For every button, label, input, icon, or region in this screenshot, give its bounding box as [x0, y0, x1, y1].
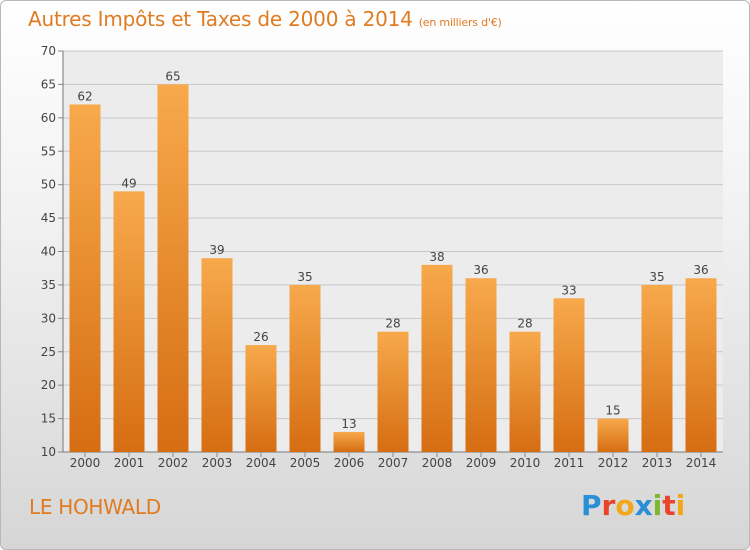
bar-value-label: 26 — [253, 330, 268, 344]
logo-letter: i — [675, 489, 686, 522]
bar — [157, 84, 189, 453]
bar-value-label: 36 — [473, 263, 488, 277]
proxiti-logo: Proxiti — [581, 489, 685, 522]
bar — [113, 191, 145, 452]
x-tick-label: 2006 — [334, 456, 365, 470]
bar-value-label: 65 — [165, 69, 180, 83]
bar — [69, 104, 101, 452]
y-tick-label: 50 — [41, 178, 56, 192]
bar-value-label: 49 — [121, 176, 136, 190]
bar — [641, 284, 673, 452]
place-name: LE HOHWALD — [29, 495, 161, 519]
y-tick-label: 10 — [41, 445, 56, 459]
x-tick-label: 2005 — [290, 456, 321, 470]
y-tick-label: 60 — [41, 111, 56, 125]
bar-value-label: 39 — [209, 243, 224, 257]
x-tick-label: 2009 — [466, 456, 497, 470]
y-tick-label: 30 — [41, 311, 56, 325]
bar-value-label: 38 — [429, 250, 444, 264]
bar-value-label: 35 — [649, 270, 664, 284]
bar-value-label: 13 — [341, 417, 356, 431]
chart-title: Autres Impôts et Taxes de 2000 à 2014 (en… — [28, 7, 502, 31]
bar — [465, 278, 497, 452]
x-tick-label: 2010 — [510, 456, 541, 470]
bar-value-label: 35 — [297, 270, 312, 284]
bar — [289, 284, 321, 452]
logo-letter: o — [615, 489, 635, 522]
x-tick-label: 2011 — [554, 456, 585, 470]
y-tick-label: 40 — [41, 245, 56, 259]
x-tick-label: 2001 — [114, 456, 145, 470]
bar-value-label: 15 — [605, 404, 620, 418]
y-tick-label: 35 — [41, 278, 56, 292]
bar — [245, 345, 277, 452]
chart-unit: (en milliers d'€) — [418, 16, 502, 29]
logo-letter: i — [652, 489, 663, 522]
x-tick-label: 2002 — [158, 456, 189, 470]
x-tick-label: 2000 — [70, 456, 101, 470]
y-tick-label: 70 — [41, 44, 56, 58]
bar — [421, 264, 453, 452]
bar — [685, 278, 717, 452]
logo-letter: P — [581, 489, 602, 522]
bar — [553, 298, 585, 452]
y-tick-label: 20 — [41, 378, 56, 392]
x-tick-label: 2004 — [246, 456, 277, 470]
bar-value-label: 33 — [561, 283, 576, 297]
x-tick-label: 2012 — [598, 456, 629, 470]
logo-letter: t — [662, 489, 676, 522]
bar — [201, 258, 233, 452]
y-tick-label: 55 — [41, 144, 56, 158]
bar-value-label: 62 — [77, 89, 92, 103]
bar — [377, 331, 409, 452]
logo-letter: r — [601, 489, 616, 522]
bar-value-label: 28 — [385, 317, 400, 331]
bar — [597, 418, 629, 452]
logo-letter: x — [634, 489, 653, 522]
y-tick-label: 15 — [41, 412, 56, 426]
x-tick-label: 2008 — [422, 456, 453, 470]
bar-value-label: 28 — [517, 317, 532, 331]
x-tick-label: 2013 — [642, 456, 673, 470]
bar-value-label: 36 — [693, 263, 708, 277]
y-tick-label: 25 — [41, 345, 56, 359]
y-tick-label: 45 — [41, 211, 56, 225]
bar — [333, 431, 365, 452]
chart-title-text: Autres Impôts et Taxes de 2000 à 2014 — [28, 7, 413, 31]
y-tick-label: 65 — [41, 77, 56, 91]
x-tick-label: 2003 — [202, 456, 233, 470]
x-tick-label: 2014 — [686, 456, 717, 470]
x-tick-label: 2007 — [378, 456, 409, 470]
bar — [509, 331, 541, 452]
